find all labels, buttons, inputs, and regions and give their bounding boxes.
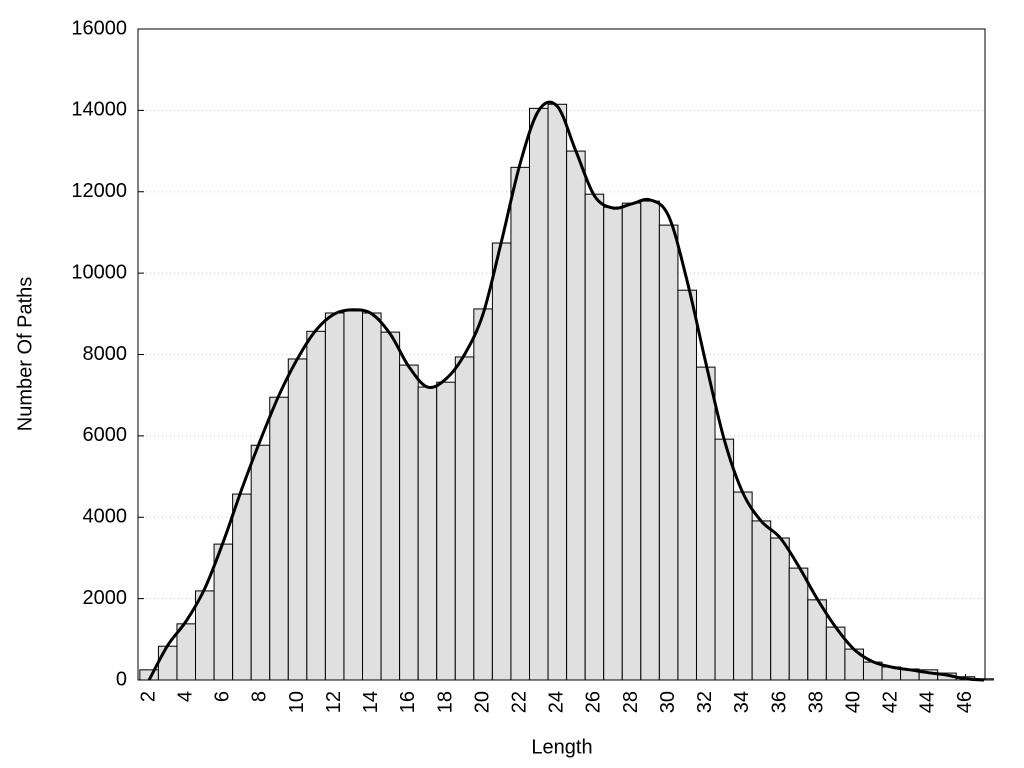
bar [362, 312, 382, 681]
x-tick-label: 18 [434, 691, 456, 713]
x-tick-label: 36 [768, 691, 790, 713]
x-tick-label: 10 [286, 691, 308, 713]
bar [770, 537, 790, 681]
bar [287, 358, 308, 681]
bar [454, 356, 475, 681]
bar [250, 444, 271, 681]
x-tick-label: 12 [323, 691, 345, 713]
x-tick-label: 44 [917, 691, 939, 713]
y-tick-label: 4000 [83, 506, 128, 528]
y-tick-label: 8000 [83, 343, 128, 365]
y-tick-label: 12000 [71, 180, 127, 202]
smooth-curve [147, 100, 985, 682]
bar [788, 567, 809, 681]
bar [195, 590, 215, 681]
bar [584, 193, 605, 681]
bar [343, 310, 364, 681]
bar [510, 166, 530, 681]
bar [176, 623, 197, 681]
x-tick-label: 38 [805, 691, 827, 713]
bar [733, 491, 753, 681]
x-tick-label: 6 [212, 691, 234, 702]
bar [603, 206, 623, 681]
plot-frame [137, 28, 986, 681]
x-tick-label: 4 [175, 691, 197, 702]
x-tick-label: 46 [954, 691, 976, 713]
x-tick-label: 8 [249, 691, 271, 702]
x-tick-label: 26 [583, 691, 605, 713]
y-tick-label: 0 [116, 668, 127, 690]
bar [399, 364, 419, 681]
bar [621, 202, 642, 681]
bar [566, 150, 586, 681]
bar [491, 242, 512, 681]
bar [695, 366, 716, 681]
x-tick-label: 40 [842, 691, 864, 713]
x-tick-label: 42 [880, 691, 902, 713]
bar [232, 493, 252, 681]
bar [677, 289, 697, 681]
x-tick-label: 20 [471, 691, 493, 713]
bar [751, 520, 772, 681]
bar [714, 438, 735, 681]
y-axis-label: Number Of Paths [14, 277, 36, 432]
bar [324, 312, 345, 681]
x-tick-label: 2 [137, 691, 159, 702]
x-tick-label: 16 [397, 691, 419, 713]
bar [658, 224, 679, 681]
bar [380, 331, 401, 681]
y-tick-label: 10000 [71, 261, 127, 283]
bar [436, 381, 456, 681]
x-tick-label: 28 [620, 691, 642, 713]
bar [417, 386, 438, 681]
bar [473, 308, 493, 681]
x-tick-label: 32 [694, 691, 716, 713]
y-tick-label: 14000 [71, 99, 127, 121]
bar [528, 107, 549, 681]
x-tick-label: 24 [546, 691, 568, 713]
y-tick-label: 6000 [83, 424, 128, 446]
x-axis-label: Length [531, 736, 592, 758]
bar [213, 543, 234, 681]
x-tick-label: 14 [360, 691, 382, 713]
bar [640, 200, 660, 681]
y-tick-label: 2000 [83, 587, 128, 609]
bar [306, 330, 326, 681]
x-tick-label: 34 [731, 691, 753, 713]
y-tick-label: 16000 [71, 17, 127, 39]
bar [547, 103, 568, 681]
x-tick-label: 22 [508, 691, 530, 713]
x-tick-label: 30 [657, 691, 679, 713]
bar [269, 396, 289, 681]
bar [157, 645, 178, 681]
